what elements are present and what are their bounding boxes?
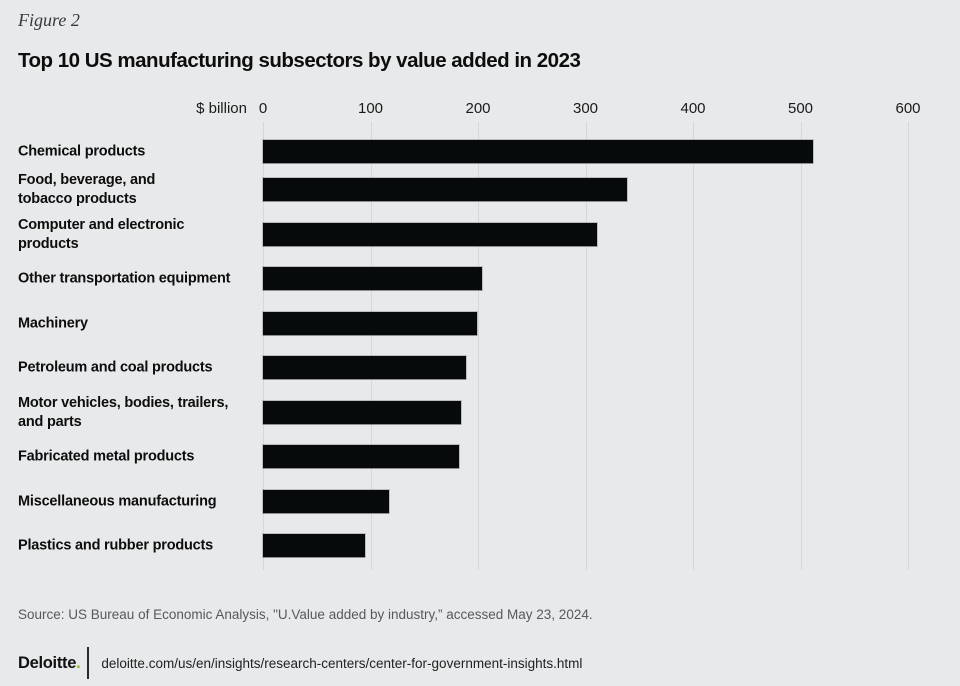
chart-title: Top 10 US manufacturing subsectors by va… [18,49,581,72]
brand-name: Deloitte [18,653,77,672]
gridline [263,122,264,570]
brand-green-dot: . [76,653,81,672]
gridline [800,122,802,570]
category-label: Computer and electronic products [18,216,185,252]
category-label: Machinery [18,314,88,331]
bar [263,223,598,246]
x-tick-label: 200 [465,100,491,117]
bar [263,356,467,379]
x-tick-label: 0 [258,100,268,117]
gridline [478,122,479,570]
category-label: Miscellaneous manufacturing [18,492,217,509]
bar [263,445,459,468]
bar [263,401,461,424]
bar [263,267,483,290]
bar [263,312,477,335]
figure-label: Figure 2 [18,10,80,30]
category-label: Motor vehicles, bodies, trailers, and pa… [18,394,229,430]
x-tick-label: 100 [357,100,384,117]
bar [263,178,628,201]
gridline [370,122,372,570]
category-label: Chemical products [18,142,146,159]
x-tick-label: 300 [572,100,599,117]
category-label: Food, beverage, and tobacco products [18,171,156,207]
category-label: Other transportation equipment [18,269,231,286]
x-tick-label: 500 [787,100,814,117]
x-tick-label: 600 [895,100,921,117]
category-label: Plastics and rubber products [18,536,214,553]
category-label: Fabricated metal products [18,447,195,464]
plot-area [263,122,909,570]
bar [263,140,814,163]
bar [263,534,366,557]
gridline [693,122,694,570]
category-label: Petroleum and coal products [18,358,213,375]
x-tick-label: 400 [680,100,706,117]
footer-divider [87,647,90,679]
axis-unit-label: $ billion [196,100,247,117]
bar [263,490,389,513]
footer: Deloitte. deloitte.com/us/en/insights/re… [18,646,582,680]
deloitte-logo: Deloitte. [18,653,81,673]
gridline [908,122,909,570]
source-note: Source: US Bureau of Economic Analysis, … [18,607,593,622]
footer-url: deloitte.com/us/en/insights/research-cen… [101,655,583,671]
gridline [585,122,587,570]
